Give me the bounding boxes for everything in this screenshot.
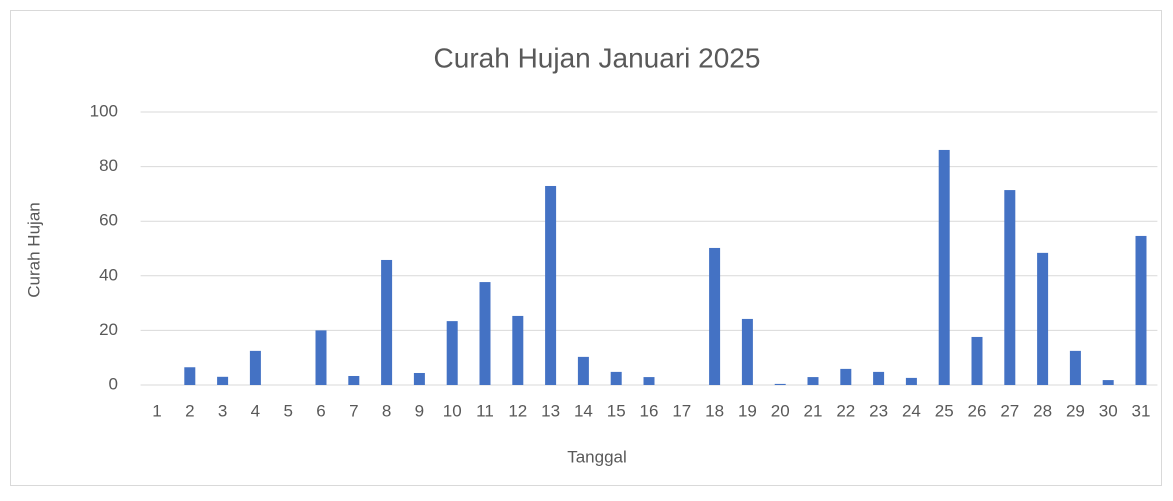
x-tick-label: 3 [218,401,227,420]
x-tick-label: 29 [1066,401,1085,420]
x-tick-label: 30 [1099,401,1118,420]
bar [315,330,327,385]
bar [807,377,819,385]
bar [1135,235,1147,385]
bar [741,318,753,385]
bar [217,376,229,385]
x-tick-label: 12 [508,401,527,420]
x-tick-label: 17 [672,401,691,420]
bar [479,282,491,385]
bar [643,377,655,385]
x-tick-label: 31 [1132,401,1151,420]
bar [381,259,393,385]
bar [1102,380,1114,385]
x-tick-label: 21 [804,401,823,420]
y-tick-label: 40 [99,265,118,284]
y-axis-label: Curah Hujan [24,202,43,297]
x-tick-label: 22 [836,401,855,420]
bar [249,350,261,385]
bar [446,321,458,385]
x-tick-label: 18 [705,401,724,420]
bar [873,371,885,385]
x-tick-label: 23 [869,401,888,420]
bar [1037,252,1049,385]
bar [545,185,557,385]
x-tick-label: 24 [902,401,921,420]
x-tick-label: 6 [316,401,325,420]
x-tick-label: 10 [443,401,462,420]
x-tick-label: 25 [935,401,954,420]
bar [938,149,950,385]
x-tick-label: 8 [382,401,391,420]
x-tick-label: 1 [152,401,161,420]
x-tick-label: 20 [771,401,790,420]
bar [1069,350,1081,385]
y-tick-label: 0 [109,374,118,393]
x-tick-label: 2 [185,401,194,420]
bar [184,367,196,385]
bar [709,247,721,385]
bar [577,356,589,385]
bar [971,336,983,385]
bar [610,371,622,385]
bar [840,368,852,385]
bar [413,372,425,385]
y-tick-label: 80 [99,156,118,175]
x-axis-label: Tanggal [567,447,627,466]
bar [774,383,786,385]
chart-border [10,10,1162,486]
x-tick-label: 14 [574,401,593,420]
x-tick-label: 26 [968,401,987,420]
x-tick-label: 27 [1000,401,1019,420]
x-tick-label: 19 [738,401,757,420]
x-tick-label: 9 [415,401,424,420]
x-tick-label: 15 [607,401,626,420]
y-tick-label: 20 [99,320,118,339]
bar [348,375,360,385]
bar [1004,190,1016,385]
x-tick-label: 16 [640,401,659,420]
x-tick-label: 11 [476,401,494,420]
x-tick-label: 13 [541,401,560,420]
y-tick-label: 60 [99,211,118,230]
bar [512,315,524,385]
chart-title: Curah Hujan Januari 2025 [434,42,761,73]
x-tick-label: 5 [283,401,292,420]
y-tick-label: 100 [90,101,118,120]
bar [905,377,917,385]
x-tick-label: 7 [349,401,358,420]
x-tick-label: 28 [1033,401,1052,420]
x-tick-label: 4 [251,401,260,420]
